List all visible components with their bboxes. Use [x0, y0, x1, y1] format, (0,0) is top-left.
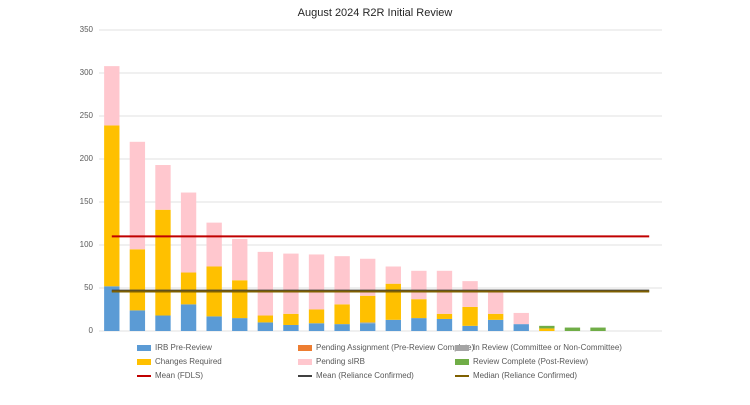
y-tick-label: 350	[80, 25, 94, 34]
bar-segment	[564, 327, 581, 331]
bar-segment	[436, 318, 453, 331]
legend-swatch	[137, 345, 151, 351]
y-tick-label: 150	[80, 197, 94, 206]
bar-segment	[206, 222, 222, 267]
bar-segment	[360, 295, 376, 323]
bar-segment	[462, 281, 478, 307]
legend-swatch	[455, 345, 469, 351]
legend-label: Pending Assignment (Pre-Review Complete)	[316, 343, 475, 352]
legend-label: Median (Reliance Confirmed)	[473, 371, 577, 380]
bar-segment	[360, 323, 376, 331]
legend-label: Pending sIRB	[316, 357, 365, 366]
y-tick-label: 50	[84, 283, 93, 292]
bar-segment	[487, 319, 504, 331]
bar-segment	[487, 313, 504, 320]
y-tick-label: 100	[80, 240, 94, 249]
bar-segment	[283, 253, 299, 314]
legend-swatch	[137, 359, 151, 365]
bar-segment	[385, 283, 401, 320]
bar-segment	[129, 141, 146, 250]
bar-segment	[539, 325, 555, 329]
bar-segment	[180, 304, 197, 331]
bar-segment	[232, 280, 248, 319]
legend-label: In Review (Committee or Non-Committee)	[473, 343, 622, 352]
legend-label: Changes Required	[155, 357, 222, 366]
bar-segment	[155, 165, 171, 210]
bar-segment	[411, 318, 427, 331]
chart-title: August 2024 R2R Initial Review	[298, 7, 453, 19]
bar-segment	[283, 324, 299, 331]
y-tick-label: 300	[80, 68, 94, 77]
legend-label: Mean (FDLS)	[155, 371, 203, 380]
legend-swatch	[298, 359, 312, 365]
bar-segment	[360, 322, 376, 324]
bar-segment	[180, 272, 197, 305]
bar-segment	[513, 312, 529, 325]
bar-segment	[539, 328, 555, 331]
bar-segment	[513, 324, 529, 331]
bar-segment	[155, 209, 171, 316]
bar-segment	[232, 238, 248, 281]
legend-label: Mean (Reliance Confirmed)	[316, 371, 414, 380]
bar-segment	[180, 192, 197, 273]
legend-label: Review Complete (Post-Review)	[473, 357, 588, 366]
bar-segment	[308, 254, 325, 310]
bar-segment	[334, 256, 350, 305]
bar-segment	[257, 251, 274, 316]
bar-segment	[155, 315, 171, 331]
y-tick-label: 200	[80, 154, 94, 163]
bar-segment	[334, 304, 350, 325]
bar-segment	[283, 313, 299, 325]
legend-swatch	[455, 359, 469, 365]
bar-segment	[411, 270, 427, 300]
bar-segment	[257, 322, 274, 331]
y-tick-label: 0	[89, 326, 94, 335]
bar-segment	[385, 266, 401, 284]
bar-segment	[104, 66, 120, 126]
bar-segment	[104, 286, 120, 331]
bar-segment	[411, 299, 427, 319]
bar-segment	[232, 318, 248, 331]
bar-segment	[308, 309, 325, 324]
bar-segment	[487, 292, 504, 314]
bar-segment	[308, 323, 325, 331]
bar-segment	[462, 306, 478, 326]
bar-segment	[385, 319, 401, 331]
bar-segment	[104, 125, 120, 287]
bar-segment	[257, 315, 274, 323]
bar-segment	[590, 327, 606, 331]
bar-segment	[360, 258, 376, 296]
bar-segment	[206, 316, 222, 331]
legend-label: IRB Pre-Review	[155, 343, 212, 352]
y-tick-label: 250	[80, 111, 94, 120]
bar-segment	[462, 325, 478, 331]
bar-segment	[129, 310, 146, 331]
bar-segment	[436, 313, 453, 319]
bar-segment	[334, 324, 350, 331]
bar-segment	[129, 249, 146, 311]
legend-swatch	[298, 345, 312, 351]
